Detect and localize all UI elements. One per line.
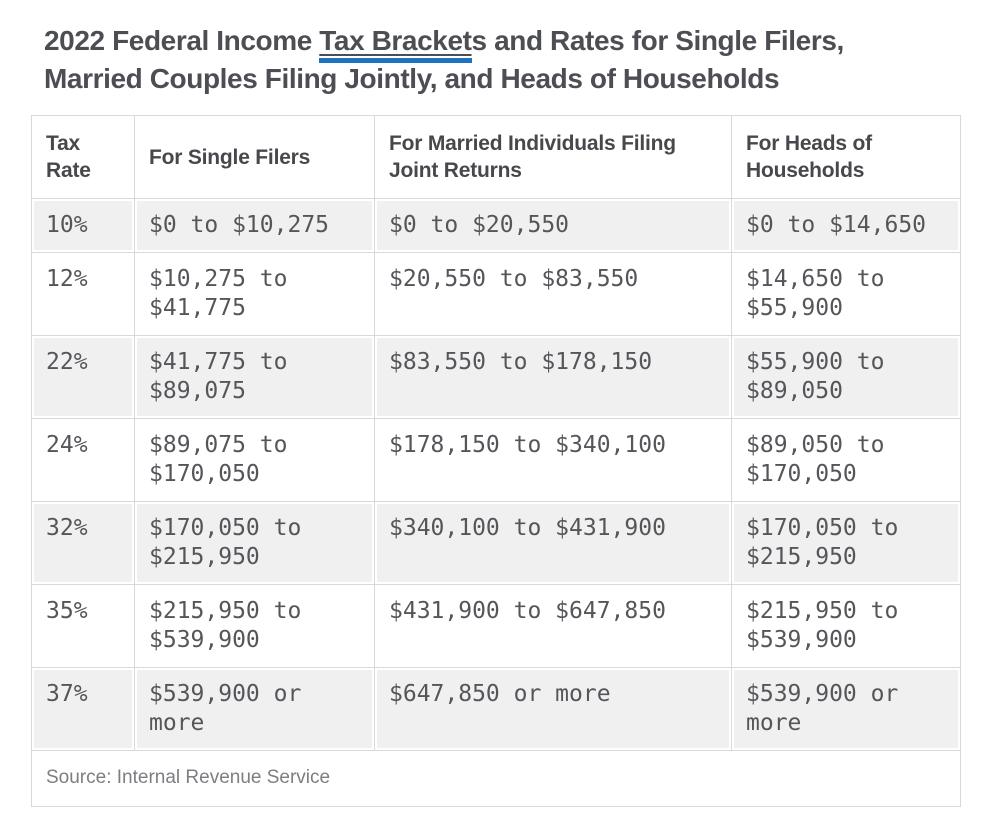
title-suffix-line1: s and Rates for Single Filers, <box>471 25 845 56</box>
cell-tax-rate: 10% <box>31 198 135 253</box>
cell-heads-of-households: $55,900 to $89,050 <box>731 335 961 419</box>
page: 2022 Federal Income Tax Brackets and Rat… <box>31 22 961 807</box>
column-header-tax-rate: Tax Rate <box>31 115 135 199</box>
cell-tax-rate: 35% <box>31 584 135 668</box>
cell-heads-of-households: $14,650 to $55,900 <box>731 252 961 336</box>
table-header-row: Tax Rate For Single Filers For Married I… <box>31 115 961 199</box>
cell-heads-of-households: $170,050 to $215,950 <box>731 501 961 585</box>
table-source-row: Source: Internal Revenue Service <box>31 750 961 807</box>
cell-tax-rate: 24% <box>31 418 135 502</box>
cell-married-joint: $647,850 or more <box>374 667 732 751</box>
cell-heads-of-households: $0 to $14,650 <box>731 198 961 253</box>
cell-heads-of-households: $539,900 or more <box>731 667 961 751</box>
tax-brackets-table: Tax Rate For Single Filers For Married I… <box>31 115 961 807</box>
title-suffix-line2: Married Couples Filing Jointly, and Head… <box>44 63 780 94</box>
table-source: Source: Internal Revenue Service <box>31 750 961 807</box>
table-row: 35% $215,950 to $539,900 $431,900 to $64… <box>31 584 961 668</box>
table-row: 12% $10,275 to $41,775 $20,550 to $83,55… <box>31 252 961 336</box>
cell-married-joint: $431,900 to $647,850 <box>374 584 732 668</box>
column-header-heads-of-households: For Heads of Households <box>731 115 961 199</box>
cell-tax-rate: 22% <box>31 335 135 419</box>
title-prefix: 2022 Federal Income <box>44 25 320 56</box>
cell-single-filers: $215,950 to $539,900 <box>134 584 375 668</box>
table-row: 32% $170,050 to $215,950 $340,100 to $43… <box>31 501 961 585</box>
cell-tax-rate: 32% <box>31 501 135 585</box>
cell-tax-rate: 12% <box>31 252 135 336</box>
cell-married-joint: $20,550 to $83,550 <box>374 252 732 336</box>
cell-single-filers: $89,075 to $170,050 <box>134 418 375 502</box>
cell-heads-of-households: $215,950 to $539,900 <box>731 584 961 668</box>
cell-married-joint: $178,150 to $340,100 <box>374 418 732 502</box>
cell-married-joint: $83,550 to $178,150 <box>374 335 732 419</box>
cell-single-filers: $0 to $10,275 <box>134 198 375 253</box>
cell-single-filers: $539,900 or more <box>134 667 375 751</box>
page-title: 2022 Federal Income Tax Brackets and Rat… <box>44 22 956 98</box>
column-header-married-joint: For Married Individuals Filing Joint Ret… <box>374 115 732 199</box>
tax-brackets-link[interactable]: Tax Bracket <box>319 25 472 63</box>
table-row: 10% $0 to $10,275 $0 to $20,550 $0 to $1… <box>31 198 961 253</box>
column-header-single-filers: For Single Filers <box>134 115 375 199</box>
cell-heads-of-households: $89,050 to $170,050 <box>731 418 961 502</box>
cell-single-filers: $41,775 to $89,075 <box>134 335 375 419</box>
table-row: 24% $89,075 to $170,050 $178,150 to $340… <box>31 418 961 502</box>
table-row: 37% $539,900 or more $647,850 or more $5… <box>31 667 961 751</box>
cell-single-filers: $170,050 to $215,950 <box>134 501 375 585</box>
cell-married-joint: $340,100 to $431,900 <box>374 501 732 585</box>
table-row: 22% $41,775 to $89,075 $83,550 to $178,1… <box>31 335 961 419</box>
cell-married-joint: $0 to $20,550 <box>374 198 732 253</box>
cell-tax-rate: 37% <box>31 667 135 751</box>
cell-single-filers: $10,275 to $41,775 <box>134 252 375 336</box>
